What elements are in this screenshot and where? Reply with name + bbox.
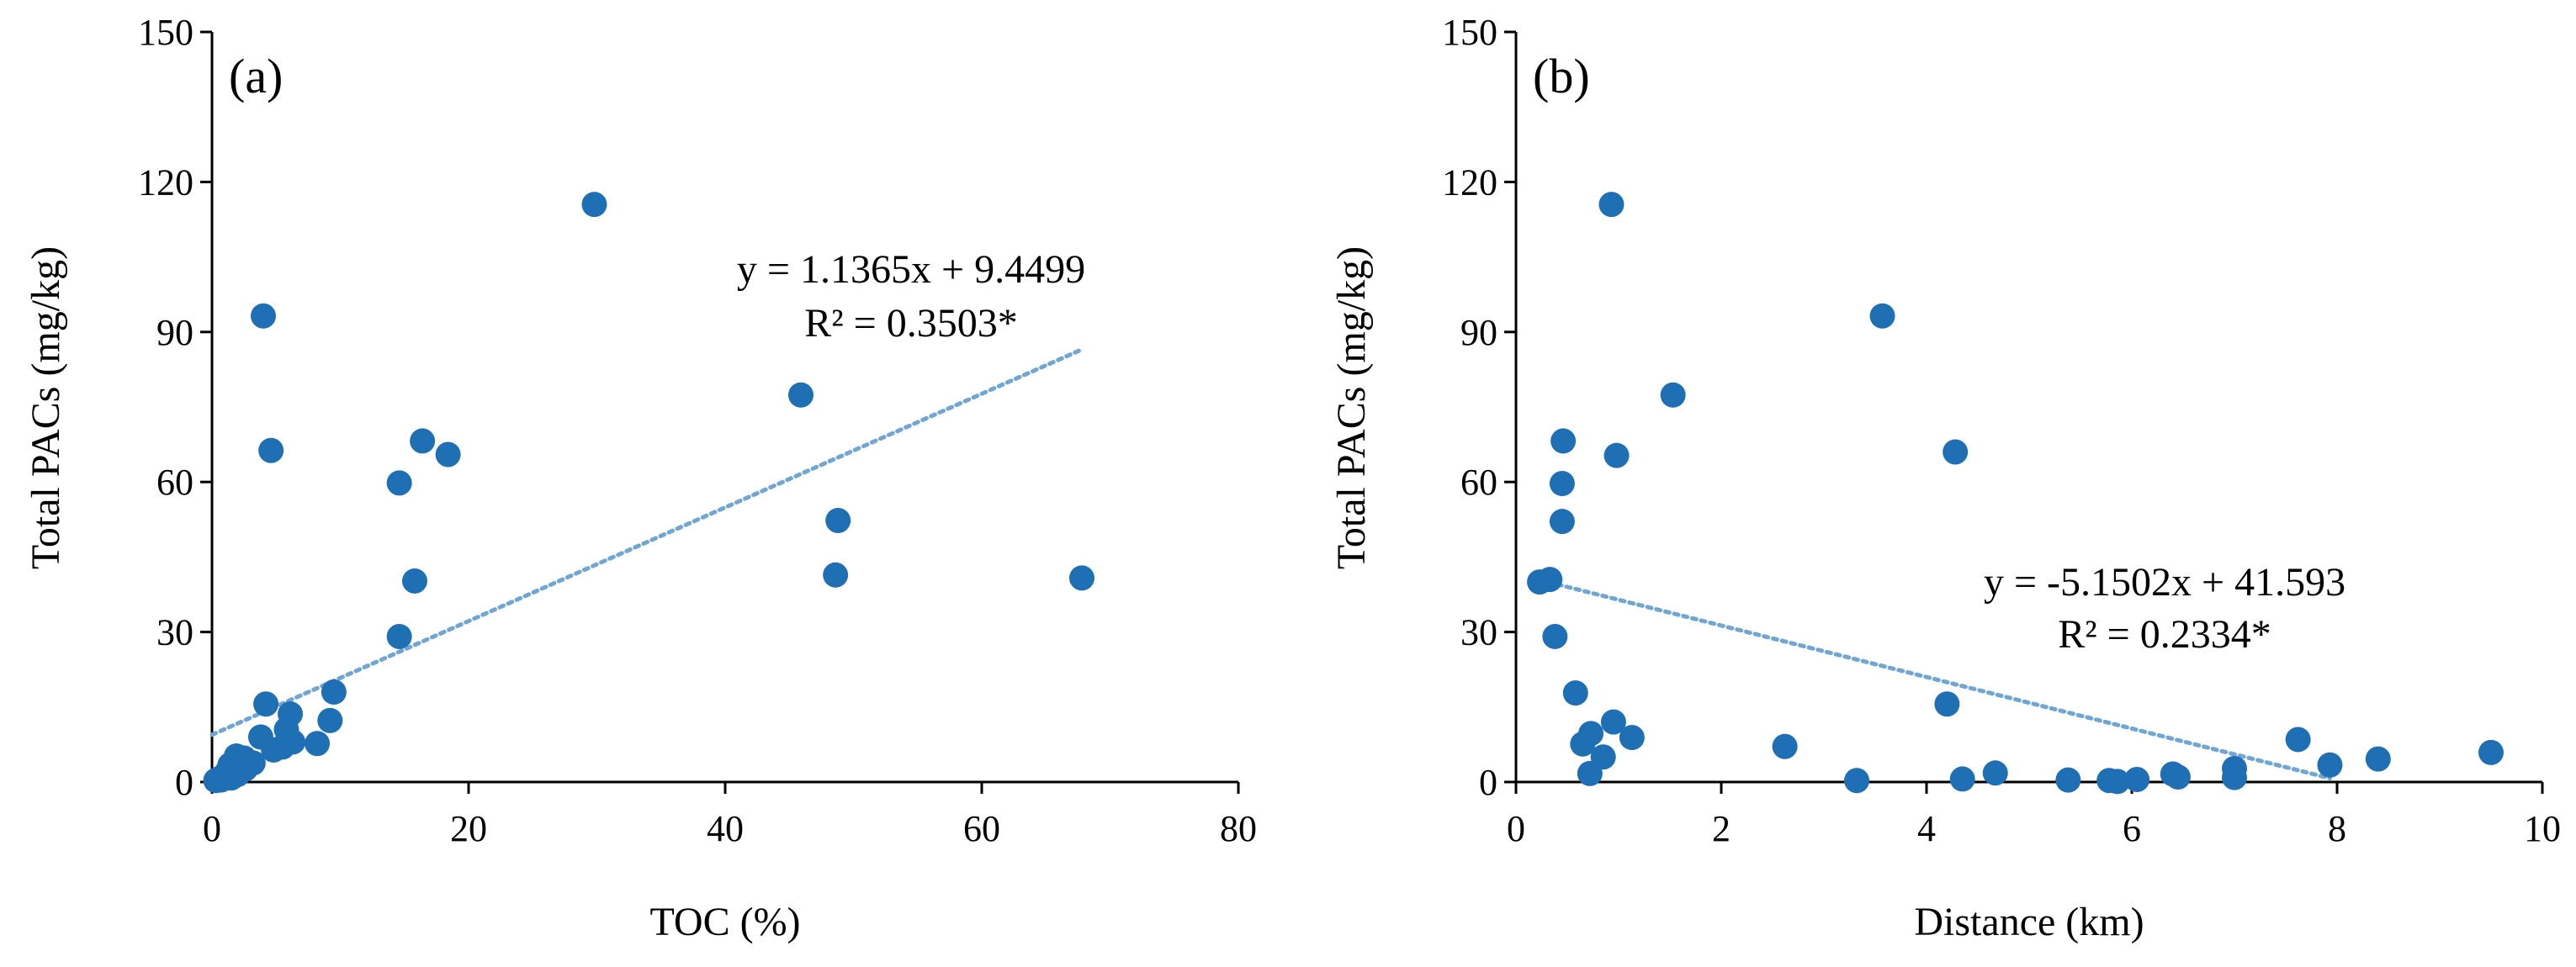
x-tick-label-b: 10 (2524, 808, 2561, 849)
y-tick-label-a: 90 (156, 312, 193, 353)
data-point-b (1550, 428, 1577, 454)
y-tick-label-b: 150 (1442, 12, 1497, 53)
regression-equation-b: y = -5.1502x + 41.593 (1984, 560, 2345, 605)
data-point-a (787, 382, 814, 408)
data-point-a (226, 754, 252, 780)
data-point-b (1619, 725, 1645, 751)
panel-label-b: (b) (1533, 49, 1590, 103)
y-tick-label-a: 120 (138, 161, 193, 203)
x-tick-label-b: 2 (1712, 808, 1731, 849)
x-tick-label-a: 40 (707, 808, 744, 849)
data-point-a (305, 731, 331, 757)
data-point-b (2165, 764, 2191, 790)
data-point-a (208, 767, 234, 793)
data-point-b (2478, 739, 2504, 765)
data-point-b (2365, 746, 2391, 772)
y-tick-label-a: 0 (175, 762, 193, 803)
y-tick-label-a: 60 (156, 462, 193, 503)
data-point-a (386, 623, 412, 649)
data-point-b (1660, 382, 1686, 408)
y-tick-label-a: 30 (156, 612, 193, 653)
panel-label-a: (a) (229, 49, 283, 103)
y-axis-title-b: Total PACs (mg/kg) (1329, 246, 1374, 569)
x-axis-title-a: TOC (%) (649, 900, 800, 944)
data-point-b (1598, 192, 1625, 218)
data-point-b (1562, 680, 1588, 706)
data-point-a (251, 303, 276, 329)
y-axis-title-a: Total PACs (mg/kg) (24, 246, 68, 569)
x-tick-label-b: 6 (2123, 808, 2141, 849)
x-tick-label-b: 4 (1917, 808, 1936, 849)
r-squared-b: R² = 0.2334* (2058, 612, 2271, 657)
data-point-b (1549, 470, 1575, 496)
x-tick-label-a: 20 (450, 808, 487, 849)
y-tick-label-b: 0 (1479, 762, 1497, 803)
data-point-a (823, 562, 849, 588)
data-point-b (2285, 727, 2311, 753)
y-tick-label-b: 120 (1442, 161, 1497, 203)
data-point-a (253, 691, 279, 717)
chart-panel-b: (b) y = -5.1502x + 41.593 R² = 0.2334* D… (1329, 12, 2561, 944)
x-tick-label-b: 0 (1507, 808, 1525, 849)
y-tick-label-b: 60 (1460, 462, 1497, 503)
data-point-b (1600, 709, 1626, 735)
data-point-b (2222, 764, 2247, 790)
x-tick-label-a: 0 (203, 808, 221, 849)
data-point-b (1772, 733, 1798, 759)
data-point-b (1869, 303, 1895, 329)
data-point-b (1949, 766, 1975, 792)
data-point-a (317, 707, 343, 733)
data-point-b (1549, 509, 1575, 535)
data-point-a (386, 470, 412, 496)
x-axis-title-b: Distance (km) (1914, 900, 2144, 944)
data-point-b (1570, 731, 1596, 757)
regression-equation-a: y = 1.1365x + 9.4499 (737, 247, 1085, 292)
data-point-b (1603, 442, 1630, 468)
data-point-a (825, 507, 851, 533)
x-tick-label-a: 60 (963, 808, 1000, 849)
trendline-b (1537, 578, 2332, 781)
data-point-b (2317, 752, 2343, 778)
data-point-b (1943, 439, 1969, 465)
trendline-a (209, 347, 1084, 737)
data-point-a (410, 428, 436, 454)
data-point-b (1577, 760, 1603, 786)
data-point-b (1844, 768, 1870, 794)
y-tick-label-b: 30 (1460, 612, 1497, 653)
data-point-a (261, 737, 287, 763)
x-tick-label-b: 8 (2328, 808, 2346, 849)
y-tick-label-b: 90 (1460, 312, 1497, 353)
data-point-a (435, 441, 461, 468)
data-point-b (2055, 767, 2081, 793)
data-point-a (1068, 565, 1095, 591)
data-point-b (2124, 767, 2150, 793)
data-point-b (1542, 623, 1568, 649)
x-tick-label-a: 80 (1220, 808, 1257, 849)
data-point-a (581, 192, 607, 218)
data-point-b (1537, 567, 1563, 593)
data-point-b (2104, 769, 2130, 795)
data-point-a (401, 568, 427, 594)
chart-panel-a: (a) y = 1.1365x + 9.4499 R² = 0.3503* TO… (24, 12, 1257, 944)
data-point-b (1982, 760, 2008, 786)
data-point-a (258, 437, 284, 463)
data-point-b (1934, 691, 1960, 717)
r-squared-a: R² = 0.3503* (804, 301, 1017, 346)
y-tick-label-a: 150 (138, 12, 193, 53)
data-point-a (321, 679, 347, 705)
